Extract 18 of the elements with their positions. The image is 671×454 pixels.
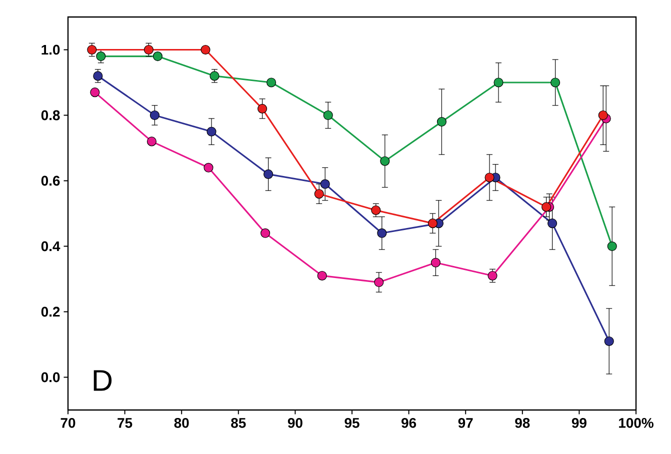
x-tick-label: 75 (118, 418, 132, 428)
y-tick-label: 0.0 (41, 372, 60, 382)
x-tick-label: 100% (619, 418, 654, 428)
annotation: D (94, 370, 112, 391)
x-tick-label: 70 (60, 418, 76, 428)
y-tick-label: 0.8 (41, 110, 60, 120)
x-tick-label: 97 (458, 418, 473, 428)
y-tick-label: 1.0 (42, 44, 60, 55)
x-tick-label: 99 (572, 418, 586, 428)
x-tick-label: 90 (288, 418, 302, 428)
y-tick-label: 0.2 (41, 306, 60, 317)
y-tick-label: 0.4 (41, 241, 60, 252)
y-tick-label: 0.6 (41, 176, 60, 186)
x-tick-label: 95 (344, 418, 360, 428)
x-tick-label: 98 (515, 418, 530, 428)
x-tick-label: 80 (174, 418, 189, 428)
x-tick-label: 96 (402, 418, 416, 428)
x-tick-label: 85 (231, 418, 246, 428)
